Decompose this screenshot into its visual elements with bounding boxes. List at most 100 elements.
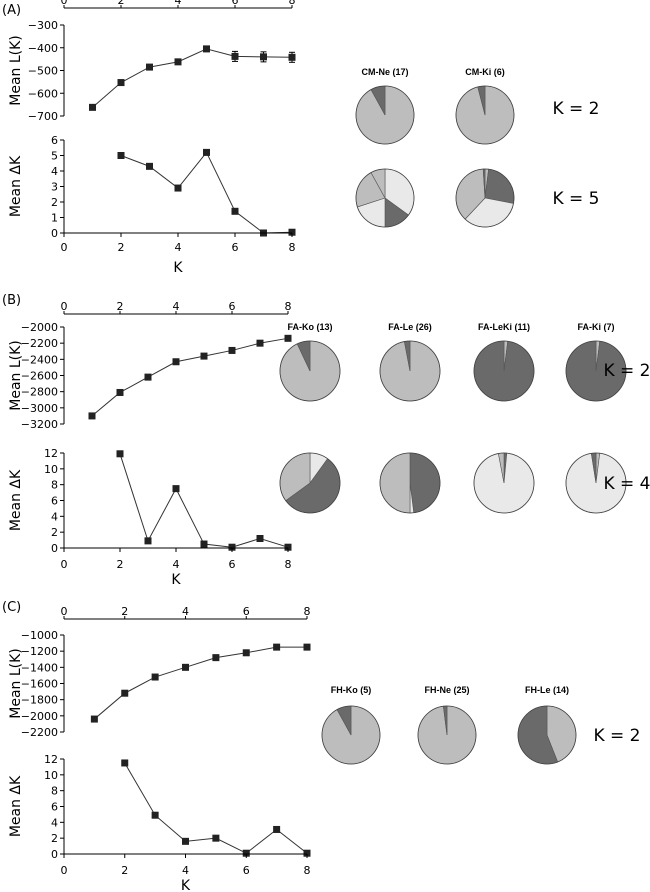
l-k-point (212, 654, 220, 662)
k-value-label: K = 2 (552, 99, 599, 119)
y-tick-label: 1 (51, 212, 58, 225)
bottom-x-tick-label: 4 (182, 864, 189, 877)
pie-slice (409, 452, 441, 514)
pie-outline (417, 705, 477, 765)
x-axis-title: K (173, 260, 183, 276)
l-k-point (256, 339, 264, 347)
l-k-line (94, 646, 307, 720)
l-k-point (288, 53, 296, 61)
top-x-tick-label: 8 (304, 605, 311, 618)
delta-k-axis-title: Mean ΔK (8, 469, 24, 531)
pie-chart (455, 168, 515, 228)
delta-k-point (116, 450, 124, 458)
pie-chart (473, 340, 535, 402)
bottom-x-tick-label: 4 (173, 558, 180, 571)
population-label: FH-Ne (25) (424, 685, 469, 695)
y-tick-label: 12 (44, 447, 58, 460)
population-label: FA-Ko (13) (288, 322, 333, 332)
y-tick-label: −1400 (21, 661, 58, 674)
y-tick-label: 2 (51, 526, 58, 539)
y-tick-label: 0 (51, 227, 58, 240)
l-k-point (273, 643, 281, 651)
y-tick-label: −1200 (21, 645, 58, 658)
l-k-point (117, 79, 125, 87)
y-tick-label: 3 (51, 181, 58, 194)
k-value-label: K = 5 (552, 189, 599, 209)
l-k-axis-title: Mean L(K) (8, 35, 24, 106)
pie-outline (355, 168, 415, 228)
y-tick-label: −1800 (21, 694, 58, 707)
top-x-tick-label: 4 (175, 0, 182, 7)
bottom-x-tick-label: 0 (61, 241, 68, 254)
population-label: CM-Ne (17) (361, 67, 408, 77)
top-x-tick-label: 2 (121, 605, 128, 618)
pie-outline (355, 85, 415, 145)
delta-k-point (212, 834, 220, 842)
pie-chart (455, 85, 515, 145)
y-tick-label: 5 (51, 150, 58, 163)
delta-k-point (256, 535, 264, 542)
pie-outline (517, 705, 577, 765)
top-x-tick-label: 6 (243, 605, 250, 618)
y-tick-label: 0 (51, 542, 58, 555)
top-x-tick-label: 6 (232, 0, 239, 7)
bottom-x-tick-label: 6 (232, 241, 239, 254)
k-value-label: K = 2 (603, 361, 650, 381)
y-tick-label: 6 (51, 134, 58, 147)
top-x-tick-label: 8 (285, 300, 292, 313)
delta-k-point (303, 849, 311, 857)
delta-k-point (284, 543, 292, 551)
pie-chart (355, 85, 415, 145)
bottom-x-tick-label: 2 (118, 241, 125, 254)
l-k-point (121, 689, 129, 697)
y-tick-label: 6 (51, 801, 58, 814)
y-tick-label: 8 (51, 479, 58, 492)
y-tick-label: −300 (28, 19, 58, 32)
y-tick-label: −400 (28, 42, 58, 55)
y-tick-label: −600 (28, 87, 58, 100)
y-tick-label: −2000 (21, 321, 58, 334)
pie-chart (517, 705, 577, 765)
delta-k-point (151, 811, 159, 819)
delta-k-line (119, 453, 289, 548)
population-label: FA-LeKi (11) (478, 322, 530, 332)
top-x-tick-label: 0 (61, 605, 68, 618)
delta-k-point (228, 543, 236, 551)
delta-k-axis-title: Mean ΔK (8, 775, 24, 837)
pie-slice (484, 168, 515, 204)
l-k-line (92, 48, 293, 108)
top-x-tick-label: 6 (229, 300, 236, 313)
panel-2: (B) 0 2 4 6 8 −2000 −2200 −2400 −2600 −2800 −3000 −3… (2, 293, 650, 588)
panel-1: (A) 0 2 4 6 8 −300 −400 −500 −600 −700 Mean L(K) 0 1 2… (2, 0, 600, 276)
pie-chart (565, 340, 627, 402)
pie-outline (379, 340, 441, 402)
pie-outline (321, 705, 381, 765)
l-k-point (146, 63, 153, 71)
top-x-tick-label: 2 (118, 0, 125, 7)
y-tick-label: −2400 (21, 353, 58, 366)
population-label: FA-Le (26) (388, 322, 432, 332)
population-label: CM-Ki (6) (465, 67, 505, 77)
y-tick-label: 2 (51, 196, 58, 209)
y-tick-label: 10 (44, 769, 58, 782)
y-tick-label: −2200 (21, 337, 58, 350)
panel-label: (A) (2, 3, 21, 18)
y-tick-label: −3000 (21, 402, 58, 415)
top-x-tick-label: 2 (117, 300, 124, 313)
top-x-tick-label: 8 (289, 0, 296, 7)
l-k-point (200, 352, 208, 360)
population-label: FA-Ki (7) (578, 322, 615, 332)
y-tick-label: 4 (51, 165, 58, 178)
bottom-x-tick-label: 0 (61, 864, 68, 877)
l-k-point (172, 358, 180, 366)
y-tick-label: −2800 (21, 386, 58, 399)
delta-k-point (174, 184, 182, 192)
l-k-point (203, 45, 210, 53)
y-tick-label: −2000 (21, 710, 58, 723)
delta-k-point (117, 152, 125, 159)
pie-outline (473, 340, 535, 402)
population-label: FH-Le (14) (525, 685, 569, 695)
bottom-x-tick-label: 2 (121, 864, 128, 877)
pie-slice (379, 452, 411, 514)
